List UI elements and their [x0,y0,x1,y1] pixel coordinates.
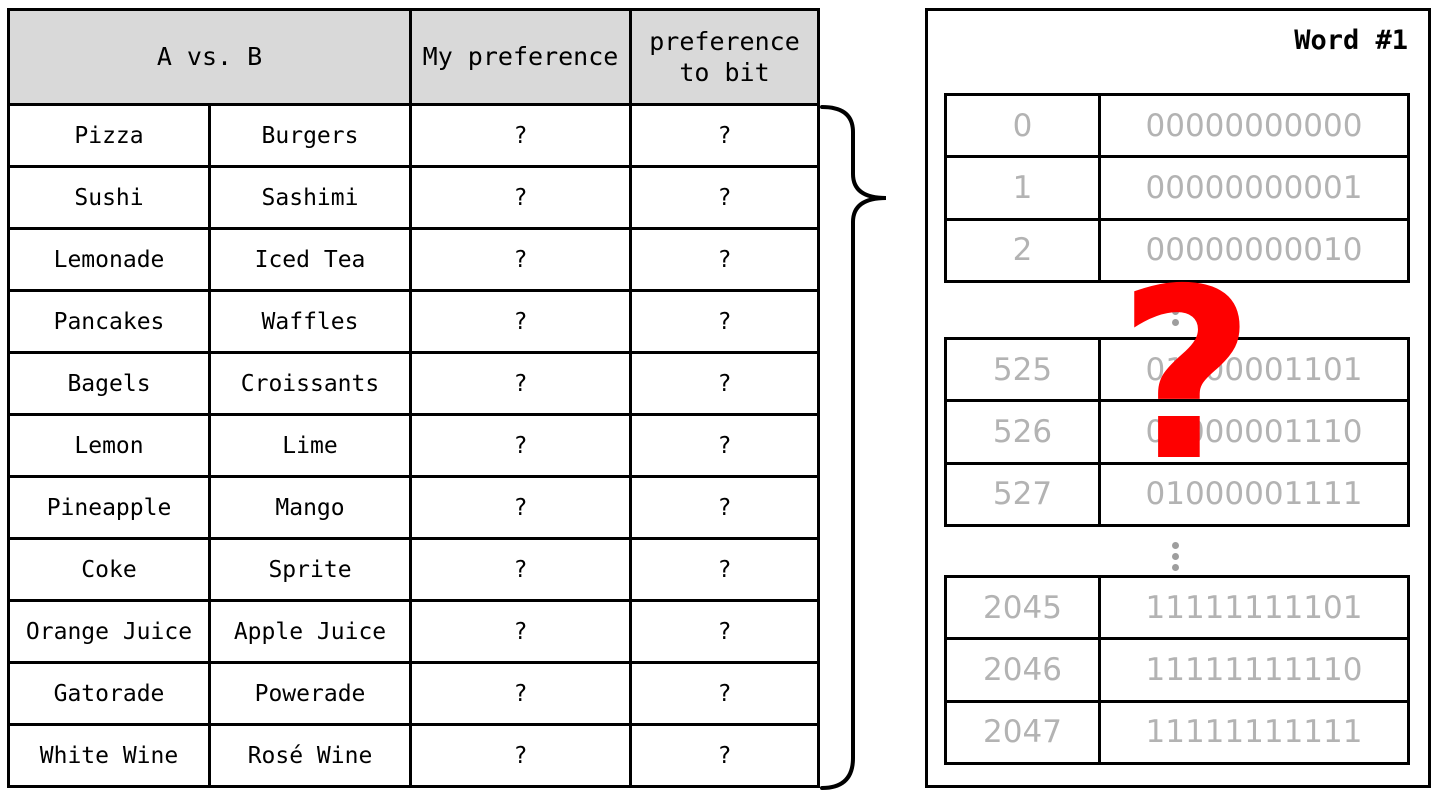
bit-string-cell: 01000001111 [1098,461,1410,528]
table-row: Lemonade Iced Tea ? ? [7,227,820,292]
word-box: Word #1 0 00000000000 1 00000000001 2 00… [925,8,1431,788]
my-preference-cell: ? [409,599,632,664]
option-a-cell: Sushi [7,165,211,230]
option-b-cell: Croissants [208,351,412,416]
my-preference-cell: ? [409,537,632,602]
binary-row: 526 01000001110 [944,399,1410,465]
row-index-cell: 2047 [944,699,1101,766]
curly-brace-icon [820,105,887,790]
bit-string-cell: 11111111101 [1098,574,1410,641]
option-b-cell: Apple Juice [208,599,412,664]
bit-string-cell: 00000000000 [1098,92,1410,159]
row-index-cell: 2045 [944,574,1101,641]
word-box-title: Word #1 [1294,25,1408,56]
preference-to-bit-cell: ? [629,537,820,602]
my-preference-cell: ? [409,475,632,540]
option-b-cell: Waffles [208,289,412,354]
bit-string-cell: 00000000001 [1098,155,1410,221]
option-b-cell: Sashimi [208,165,412,230]
my-preference-cell: ? [409,723,632,788]
binary-row: 525 01000001101 [944,336,1410,403]
option-b-cell: Mango [208,475,412,540]
option-b-cell: Lime [208,413,412,478]
preference-to-bit-cell: ? [629,165,820,230]
column-header-a-vs-b: A vs. B [7,8,412,106]
table-row: Coke Sprite ? ? [7,537,820,602]
option-b-cell: Powerade [208,661,412,726]
bit-string-cell: 11111111110 [1098,637,1410,703]
table-row: Bagels Croissants ? ? [7,351,820,416]
bit-string-cell: 01000001110 [1098,399,1410,465]
preference-table: A vs. B My preference preference to bit … [7,8,820,788]
binary-row: 0 00000000000 [944,92,1410,159]
my-preference-cell: ? [409,165,632,230]
option-a-cell: Coke [7,537,211,602]
option-a-cell: White Wine [7,723,211,788]
table-row: Sushi Sashimi ? ? [7,165,820,230]
table-row: Gatorade Powerade ? ? [7,661,820,726]
row-index-cell: 527 [944,461,1101,528]
option-a-cell: Orange Juice [7,599,211,664]
binary-row: 1 00000000001 [944,155,1410,221]
row-index-cell: 2 [944,217,1101,284]
option-b-cell: Sprite [208,537,412,602]
preference-to-bit-cell: ? [629,723,820,788]
table-row: Lemon Lime ? ? [7,413,820,478]
option-a-cell: Bagels [7,351,211,416]
option-a-cell: Pizza [7,103,211,168]
row-index-cell: 526 [944,399,1101,465]
my-preference-cell: ? [409,289,632,354]
table-row: Orange Juice Apple Juice ? ? [7,599,820,664]
preference-to-bit-cell: ? [629,227,820,292]
binary-row: 2 00000000010 [944,217,1410,284]
preference-to-bit-cell: ? [629,599,820,664]
binary-row: 2045 11111111101 [944,574,1410,641]
my-preference-cell: ? [409,351,632,416]
binary-row: 527 01000001111 [944,461,1410,528]
row-index-cell: 525 [944,336,1101,403]
binary-table-group-high: 2045 11111111101 2046 11111111110 2047 1… [944,574,1410,766]
bit-string-cell: 01000001101 [1098,336,1410,403]
my-preference-cell: ? [409,661,632,726]
preference-to-bit-cell: ? [629,289,820,354]
option-a-cell: Lemonade [7,227,211,292]
option-b-cell: Iced Tea [208,227,412,292]
option-b-cell: Rosé Wine [208,723,412,788]
big-red-question-mark: ? [1118,238,1255,513]
option-a-cell: Pineapple [7,475,211,540]
column-header-preference-to-bit: preference to bit [629,8,820,106]
preference-table-header: A vs. B My preference preference to bit [7,8,820,106]
option-a-cell: Gatorade [7,661,211,726]
preference-to-bit-cell: ? [629,661,820,726]
preference-to-bit-cell: ? [629,103,820,168]
table-row: Pineapple Mango ? ? [7,475,820,540]
binary-table-group-low: 0 00000000000 1 00000000001 2 0000000001… [944,92,1410,284]
preference-to-bit-cell: ? [629,351,820,416]
vertical-ellipsis-icon [1171,297,1179,326]
vertical-ellipsis-icon [1171,542,1179,571]
option-b-cell: Burgers [208,103,412,168]
option-a-cell: Pancakes [7,289,211,354]
my-preference-cell: ? [409,103,632,168]
bit-string-cell: 11111111111 [1098,699,1410,766]
option-a-cell: Lemon [7,413,211,478]
binary-row: 2047 11111111111 [944,699,1410,766]
table-row: Pancakes Waffles ? ? [7,289,820,354]
row-index-cell: 2046 [944,637,1101,703]
preference-to-bit-cell: ? [629,475,820,540]
bit-string-cell: 00000000010 [1098,217,1410,284]
table-row: White Wine Rosé Wine ? ? [7,723,820,788]
table-row: Pizza Burgers ? ? [7,103,820,168]
my-preference-cell: ? [409,413,632,478]
row-index-cell: 0 [944,92,1101,159]
binary-row: 2046 11111111110 [944,637,1410,703]
preference-to-bit-cell: ? [629,413,820,478]
my-preference-cell: ? [409,227,632,292]
row-index-cell: 1 [944,155,1101,221]
binary-table-group-mid: 525 01000001101 526 01000001110 527 0100… [944,336,1410,528]
column-header-my-preference: My preference [409,8,632,106]
